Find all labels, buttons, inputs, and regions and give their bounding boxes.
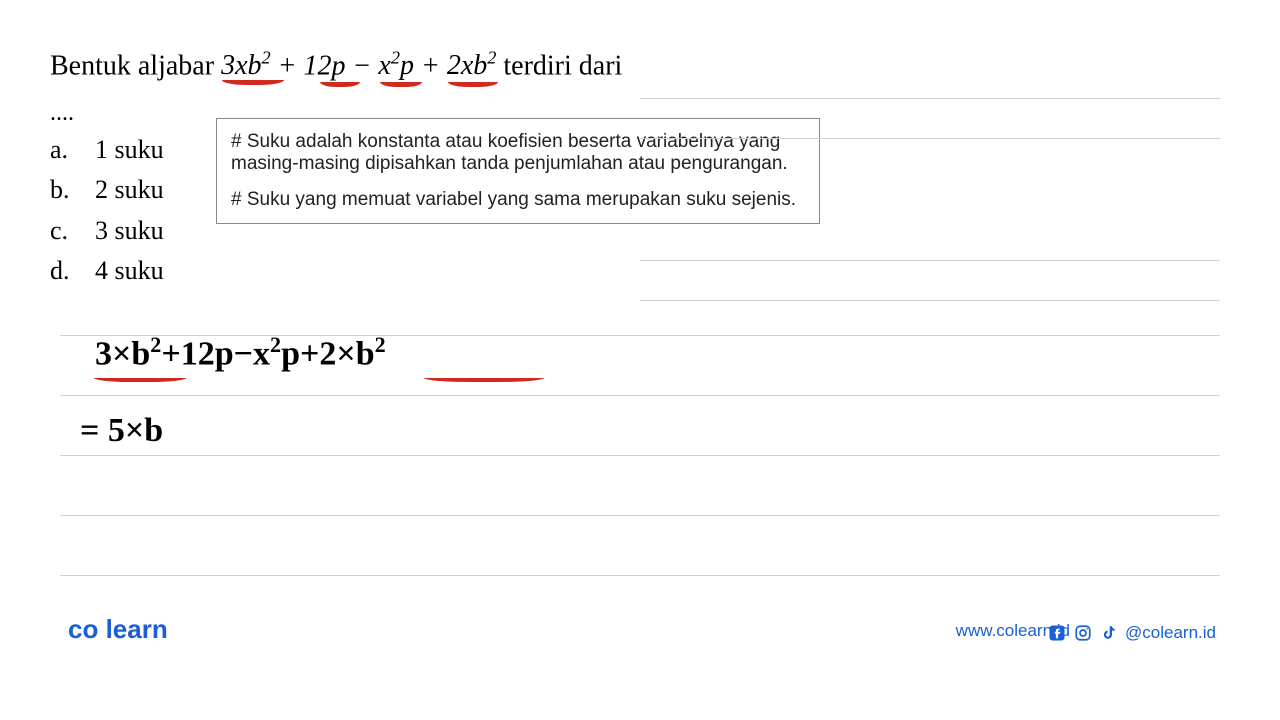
ruled-line-top-1	[640, 138, 1220, 139]
option-c: c. 3 suku	[50, 211, 164, 251]
ruled-line-top-2	[640, 260, 1220, 261]
option-b: b. 2 suku	[50, 170, 164, 210]
social-handle: @colearn.id	[1125, 623, 1216, 643]
ruled-line-full-2	[60, 455, 1220, 456]
ellipsis: ....	[50, 100, 74, 127]
ruled-line-full-3	[60, 515, 1220, 516]
option-d: d. 4 suku	[50, 251, 164, 291]
social-block: @colearn.id	[1047, 623, 1216, 643]
red-underline-term-3	[380, 82, 422, 87]
red-underline-term-2	[320, 82, 360, 87]
question-prefix: Bentuk aljabar	[50, 50, 221, 81]
question-suffix: terdiri dari	[496, 50, 622, 81]
ruled-line-full-1	[60, 395, 1220, 396]
term-2: 12p	[304, 50, 346, 81]
info-box: # Suku adalah konstanta atau koefisien b…	[216, 118, 820, 224]
ruled-line-full-4	[60, 575, 1220, 576]
option-a: a. 1 suku	[50, 130, 164, 170]
red-underline-hand-1	[94, 378, 186, 382]
question-text: Bentuk aljabar 3xb2 + 12p − x2p + 2xb2 t…	[50, 48, 622, 82]
footer: co learn www.colearn.id @colearn.id	[0, 605, 1280, 645]
info-line-2: # Suku yang memuat variabel yang sama me…	[231, 189, 805, 211]
red-underline-hand-2	[424, 378, 544, 382]
brand-logo: co learn	[68, 614, 168, 645]
ruled-line-top-0	[640, 98, 1220, 99]
term-1: 3xb2	[221, 50, 271, 81]
facebook-icon	[1047, 623, 1067, 643]
tiktok-icon	[1099, 623, 1119, 643]
handwriting-line-1: 3×b2+12p−x2p+2×b2	[95, 332, 386, 373]
ruled-line-top-3	[640, 300, 1220, 301]
handwriting-line-2: = 5×b	[80, 412, 163, 450]
red-underline-term-4	[448, 82, 498, 87]
term-4: 2xb2	[447, 50, 497, 81]
ruled-line-full-0	[60, 335, 1220, 336]
red-underline-term-1	[222, 80, 284, 85]
options-list: a. 1 suku b. 2 suku c. 3 suku d. 4 suku	[50, 130, 164, 291]
term-3: x2p	[378, 50, 414, 81]
instagram-icon	[1073, 623, 1093, 643]
